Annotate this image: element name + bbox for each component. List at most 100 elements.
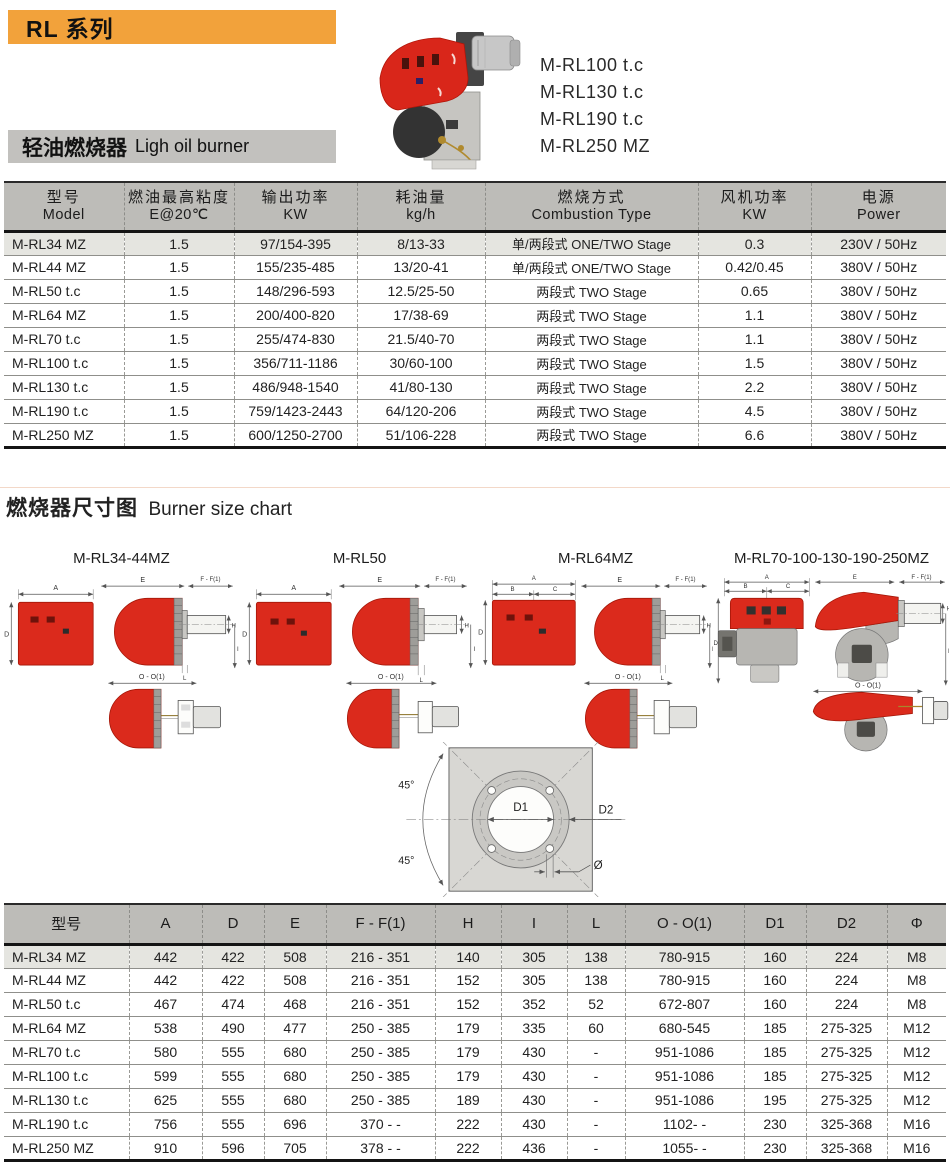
col-output-power: 输出功率 KW bbox=[233, 181, 357, 233]
table-row: M-RL64 MZ 1.5 200/400-820 17/38-69 两段式 TWO S… bbox=[4, 302, 946, 327]
svg-text:F - F(1): F - F(1) bbox=[200, 577, 220, 583]
table-cell: 250 - 385 bbox=[325, 1063, 435, 1088]
table-cell: 1.5 bbox=[123, 326, 234, 351]
table-cell: 951-1086 bbox=[624, 1087, 744, 1112]
table-cell: 216 - 351 bbox=[325, 944, 435, 968]
table-cell: M12 bbox=[886, 1063, 946, 1088]
d2-label: D2 bbox=[598, 804, 613, 817]
table-cell: 756 bbox=[128, 1111, 202, 1136]
table-cell: 195 bbox=[743, 1087, 806, 1112]
col-l: L bbox=[566, 903, 625, 946]
product-model: M-RL100 t.c bbox=[540, 55, 644, 75]
table-cell: M-RL50 t.c bbox=[4, 991, 129, 1016]
table-cell: 160 bbox=[743, 967, 806, 992]
table-row: M-RL70 t.c 1.5 255/474-830 21.5/40-70 两段式 TW… bbox=[4, 326, 946, 351]
diagram-title: M-RL70-100-130-190-250MZ bbox=[733, 550, 930, 567]
table-cell: 两段式 TWO Stage bbox=[484, 398, 698, 423]
table-cell: 两段式 TWO Stage bbox=[484, 350, 698, 375]
col-h: H bbox=[434, 903, 501, 946]
table-cell: 625 bbox=[128, 1087, 202, 1112]
table-cell: M-RL250 MZ bbox=[4, 422, 124, 449]
col-o-o1: O - O(1) bbox=[624, 903, 744, 946]
table-cell: M-RL190 t.c bbox=[4, 1111, 129, 1136]
table-cell: 152 bbox=[434, 991, 501, 1016]
table-cell: M16 bbox=[886, 1111, 946, 1136]
table-cell: M-RL100 t.c bbox=[4, 350, 124, 375]
table-cell: M-RL50 t.c bbox=[4, 278, 124, 303]
diagram-group-rl70-250: M-RL70-100-130-190-250MZ A B C D E F - F… bbox=[714, 550, 949, 752]
burner-dimension-diagram: A B C D E F - F(1) H I O - O(1) bbox=[714, 575, 949, 752]
table-cell: 160 bbox=[743, 944, 806, 968]
diagram-title: M-RL50 bbox=[332, 550, 387, 567]
table-cell: M8 bbox=[886, 967, 946, 992]
svg-text:A: A bbox=[53, 585, 58, 592]
table-row: M-RL44 MZ 1.5 155/235-485 13/20-41 单/两段式 ONE… bbox=[4, 254, 946, 279]
table-cell: 224 bbox=[805, 967, 887, 992]
table-cell: 378 - - bbox=[325, 1135, 435, 1162]
side-view bbox=[114, 597, 183, 666]
table-cell: 380V / 50Hz bbox=[810, 278, 946, 303]
table-cell: 380V / 50Hz bbox=[810, 254, 946, 279]
table-cell: 160 bbox=[743, 991, 806, 1016]
table-cell: M12 bbox=[886, 1015, 946, 1040]
svg-text:H: H bbox=[232, 624, 236, 630]
table-cell: 0.65 bbox=[697, 278, 811, 303]
top-view bbox=[347, 688, 400, 749]
col-d2: D2 bbox=[805, 903, 887, 946]
table-row: M-RL190 t.c 1.5 759/1423-2443 64/120-206 两段式… bbox=[4, 398, 946, 423]
table-cell: 422 bbox=[201, 967, 264, 992]
table-cell: 442 bbox=[128, 967, 202, 992]
table-cell: 224 bbox=[805, 991, 887, 1016]
top-view bbox=[812, 691, 913, 722]
table-cell: 148/296-593 bbox=[233, 278, 357, 303]
spec-table: 型号 Model 燃油最高粘度 E@20℃ 输出功率 KW 耗油量 kg/h 燃烧方式 C… bbox=[4, 181, 946, 449]
table-row: M-RL64 MZ 538 490 477 250 - 385 179 335 60 680-5… bbox=[4, 1015, 946, 1040]
table-row: M-RL44 MZ 442 422 508 216 - 351 152 305 138 780-… bbox=[4, 967, 946, 992]
table-cell: 430 bbox=[500, 1063, 567, 1088]
table-cell: 两段式 TWO Stage bbox=[484, 326, 698, 351]
table-cell: 780-915 bbox=[624, 967, 744, 992]
photo-motor-cap bbox=[509, 39, 521, 67]
table-cell: - bbox=[566, 1063, 625, 1088]
table-cell: M8 bbox=[886, 991, 946, 1016]
svg-text:O - O(1): O - O(1) bbox=[855, 682, 881, 689]
diagram-group-rl50: M-RL50 A D E F - F(1) H I L O - O(1) bbox=[242, 550, 477, 752]
dimension-table-header: 型号 A D E F - F(1) H I L O - O(1) D1 D2 Φ bbox=[4, 903, 946, 946]
col-d: D bbox=[201, 903, 264, 946]
diagram-title: M-RL34-44MZ bbox=[73, 550, 170, 567]
table-row: M-RL130 t.c 625 555 680 250 - 385 189 430-951-… bbox=[4, 1087, 946, 1112]
diagram-group-rl34-44: M-RL34-44MZ A D E F - F(1) H I L O - O(1… bbox=[4, 550, 239, 752]
table-cell: 696 bbox=[263, 1111, 326, 1136]
table-cell: 179 bbox=[434, 1015, 501, 1040]
svg-text:F - F(1): F - F(1) bbox=[675, 577, 695, 583]
table-cell: 230 bbox=[743, 1135, 806, 1162]
table-cell: 1.5 bbox=[123, 374, 234, 399]
table-cell: 490 bbox=[201, 1015, 264, 1040]
table-cell: 430 bbox=[500, 1111, 567, 1136]
size-chart-title-zh: 燃烧器尺寸图 bbox=[6, 497, 138, 520]
table-cell: 380V / 50Hz bbox=[810, 422, 946, 449]
table-row: M-RL100 t.c 1.5 356/711-1186 30/60-100 两段式 T… bbox=[4, 350, 946, 375]
bolt-hole bbox=[545, 844, 554, 853]
table-cell: M12 bbox=[886, 1039, 946, 1064]
svg-text:B: B bbox=[511, 587, 515, 593]
svg-text:D: D bbox=[714, 641, 719, 647]
col-power-supply: 电源 Power bbox=[810, 181, 946, 233]
table-cell: 250 - 385 bbox=[325, 1015, 435, 1040]
svg-text:B: B bbox=[744, 584, 748, 590]
side-view bbox=[594, 597, 661, 666]
table-cell: 216 - 351 bbox=[325, 991, 435, 1016]
table-cell: 467 bbox=[128, 991, 202, 1016]
svg-text:O - O(1): O - O(1) bbox=[139, 674, 165, 681]
table-cell: 325-368 bbox=[805, 1111, 887, 1136]
table-cell: 1.5 bbox=[123, 278, 234, 303]
table-cell: 179 bbox=[434, 1039, 501, 1064]
table-cell: 0.3 bbox=[697, 231, 811, 255]
table-cell: M-RL34 MZ bbox=[4, 944, 129, 968]
table-cell: 179 bbox=[434, 1063, 501, 1088]
table-cell: 305 bbox=[500, 944, 567, 968]
col-combustion-type: 燃烧方式 Combustion Type bbox=[484, 181, 698, 233]
table-cell: 1102- - bbox=[624, 1111, 744, 1136]
table-cell: 508 bbox=[263, 944, 326, 968]
table-cell: M16 bbox=[886, 1135, 946, 1162]
